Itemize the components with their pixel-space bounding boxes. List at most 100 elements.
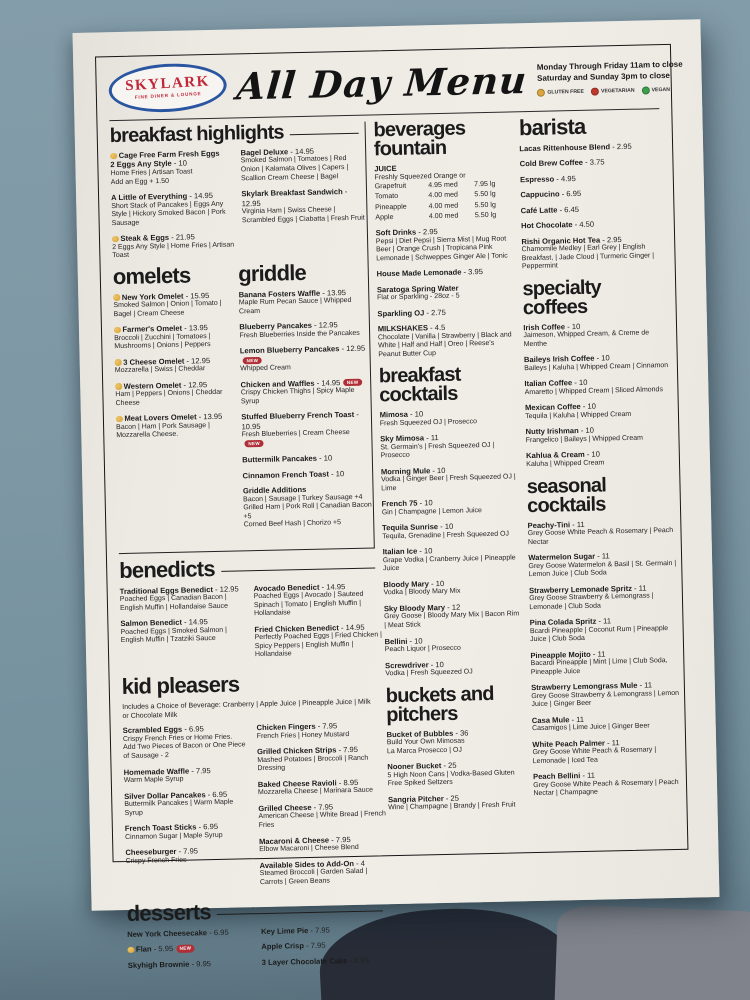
menu-item: A Little of Everything - 14.95 Short Stac… <box>111 190 236 228</box>
item-description: Elbow Macaroni | Cheese Blend <box>259 843 359 854</box>
menu-item: Avocado Benedict - 14.95 Poached Eggs | A… <box>253 581 382 619</box>
item-list: Bagel Deluxe - 14.95 Smoked Salmon | Toma… <box>240 146 367 264</box>
item-price: - 11 <box>604 737 620 748</box>
item-list: Irish Coffee - 10 Jaimeson, Whipped Cream… <box>523 320 675 470</box>
menu-item: Strawberry Lemonade Spritz - 11 Grey Goos… <box>529 582 678 612</box>
item-name: Sparkling OJ <box>377 308 425 319</box>
item-name: Tequila Sunrise <box>382 522 439 533</box>
item-name: Cheeseburger <box>125 846 177 858</box>
item-name: Griddle Additions <box>242 485 307 496</box>
item-price: - 10 <box>580 402 597 412</box>
item-list: Traditional Eggs Benedict - 12.95 Poached… <box>120 584 250 669</box>
item-name: Mexican Coffee <box>524 402 581 413</box>
menu-border-frame: SKYLARK FINE DINER & LOUNGE All Day Menu… <box>95 43 689 970</box>
item-price: - 5.95 <box>151 944 174 954</box>
item-header: 3 Layer Chocolate Cake - 8.95 <box>262 955 390 967</box>
item-list: Scrambled Eggs - 6.95 Crispy French Fries… <box>123 724 255 896</box>
item-description: Ham | Peppers | Onions | Cheddar Cheese <box>115 388 223 407</box>
item-price: - 4.50 <box>572 219 595 230</box>
item-list: Chicken Fingers - 7.95 French Fries | Hon… <box>256 721 388 893</box>
menu-item: Peachy-Tini - 11 Grey Goose White Peach &… <box>527 517 676 547</box>
menu-item: Grilled Cheese - 7.95 American Cheese | W… <box>258 801 386 830</box>
menu-item: Sky Bloody Mary - 12 Grey Goose | Bloody … <box>384 601 522 631</box>
juice-price-lg: 5.50 lg <box>474 210 497 220</box>
item-description: Grey Goose White Peach & Rosemary | Peac… <box>527 526 674 546</box>
new-badge: NEW <box>176 944 195 954</box>
menu-item: Macaroni & Cheese - 7.95 Elbow Macaroni |… <box>259 834 387 855</box>
logo-tagline: FINE DINER & LOUNGE <box>134 91 202 100</box>
item-name: Morning Mule <box>380 466 431 477</box>
item-price: - 7.95 <box>336 745 359 755</box>
item-description: Tequila, Grenadine | Fresh Squeezed OJ <box>382 530 510 541</box>
breakfast-highlights-columns: Cage Free Farm Fresh Eggs 2 Eggs Any Styl… <box>110 146 365 267</box>
gluten-free-icon <box>113 294 120 301</box>
item-description: Broccoli | Zucchini | Tomatoes | Mushroo… <box>114 332 211 351</box>
item-list: Mimosa - 10 Fresh Squeezed OJ | Prosecco S… <box>380 408 523 679</box>
item-list: Soft Drinks - 2.95 Pepsi | Diet Pepsi | S… <box>376 226 516 360</box>
menu-item: Kahlua & Cream - 10 Kaluha | Whipped Crea… <box>526 448 675 469</box>
item-price: - 12.95 <box>184 355 211 366</box>
item-description: Steamed Broccoli | Garden Salad | Carrot… <box>259 867 368 886</box>
menu-item: Nutty Irishman - 10 Frangelico | Baileys … <box>525 424 674 445</box>
item-name: French 75 <box>381 498 418 509</box>
menu-item: Baileys Irish Coffee - 10 Baileys | Kaluh… <box>524 352 673 373</box>
section-kid-pleasers: kid pleasers Includes a Choice of Bevera… <box>121 671 385 896</box>
item-price: - 4.95 <box>554 173 576 184</box>
section-title: omelets <box>112 262 191 289</box>
item-name: Casa Mule <box>531 715 570 725</box>
item-name: Bagel Deluxe <box>240 147 289 158</box>
item-description: Poached Eggs | Smoked Salmon | English M… <box>120 626 228 645</box>
menu-sheet: SKYLARK FINE DINER & LOUNGE All Day Menu… <box>72 19 720 970</box>
section-omelets: omelets New York Omelet - 15.95 Smoked Sa… <box>112 262 238 539</box>
menu-item: MILKSHAKES - 4.5 Chocolate | Vanilla | St… <box>378 322 516 360</box>
item-description: Grey Goose | Bloody Mary Mix | Bacon Rim… <box>383 610 520 630</box>
item-price: - 10 <box>417 546 433 556</box>
item-description: Perfectly Poached Eggs | Fried Chicken |… <box>254 631 383 659</box>
item-name: Peach Bellini <box>532 771 581 782</box>
section-title: griddle <box>237 259 307 287</box>
item-description: Wine | Champagne | Brandy | Fresh Fruit <box>388 801 516 812</box>
item-name: Bellini <box>384 636 408 646</box>
item-description: Gin | Champagne | Lemon Juice <box>381 506 482 517</box>
item-name: Pina Colada Spritz <box>529 616 597 628</box>
item-price: - 12.95 <box>212 584 239 594</box>
item-header: Cinnamon French Toast - 10 <box>242 468 372 480</box>
juice-row: Apple 4.00 med 5.50 lg <box>375 209 513 222</box>
menu-item: House Made Lemonade - 3.95 <box>376 267 514 279</box>
vegetarian-icon <box>590 87 600 96</box>
item-list: Lacas Rittenhouse Blend - 2.95 Cold Brew … <box>519 141 670 272</box>
gluten-free-icon <box>113 326 121 334</box>
item-price: - 6.95 <box>196 822 219 832</box>
menu-item: Mexican Coffee - 10 Tequila | Kaluha | Wh… <box>525 400 674 421</box>
legend-label: GLUTEN FREE <box>547 88 585 96</box>
legend-vegan: VEGAN <box>641 86 670 95</box>
item-description: Add Two Pieces of Bacon or One Piece of … <box>123 741 246 760</box>
section-benedicts: benedicts Traditional Eggs Benedict - 12… <box>119 555 382 669</box>
item-header: Hot Chocolate - 4.50 <box>521 218 670 231</box>
menu-item: Cheeseburger - 7.95 Crispy French Fries <box>125 845 253 866</box>
item-name: Cappucino <box>520 189 560 200</box>
item-price: - 12.95 <box>181 379 208 390</box>
item-price: - 10 <box>417 498 433 508</box>
item-price: - 7.95 <box>328 834 351 845</box>
left-column: breakfast highlights Cage Free Farm Fres… <box>110 121 386 985</box>
item-price: - 9.95 <box>189 959 212 969</box>
item-price: - 2.95 <box>609 141 632 152</box>
section-title-row: benedicts <box>119 555 375 583</box>
item-description: Grey Goose White Peach & Rosemary | Peac… <box>533 778 679 798</box>
new-badge: NEW <box>244 439 264 448</box>
menu-item: Silver Dollar Pancakes - 6.95 Buttermilk … <box>124 789 252 818</box>
item-name: Mimosa <box>379 409 409 420</box>
item-price: - 10 <box>594 353 610 364</box>
item-header: Cold Brew Coffee - 3.75 <box>520 156 669 169</box>
menu-item: Rishi Organic Hot Tea - 2.95 Chamomile Me… <box>521 234 670 272</box>
section-seasonal-cocktails: seasonal cocktails Peachy-Tini - 11 Grey … <box>527 474 682 799</box>
omelets-griddle-row: omelets New York Omelet - 15.95 Smoked Sa… <box>112 259 372 546</box>
item-price: - 10 <box>316 453 333 463</box>
item-description: Mashed Potatoes | Broccoli | Ranch Dress… <box>257 754 369 773</box>
item-price: - 2.95 <box>600 234 622 245</box>
item-price: - 10 <box>578 426 595 436</box>
item-price: - 11 <box>595 551 610 561</box>
item-price: - 11 <box>569 519 585 529</box>
new-badge: NEW <box>242 356 262 365</box>
